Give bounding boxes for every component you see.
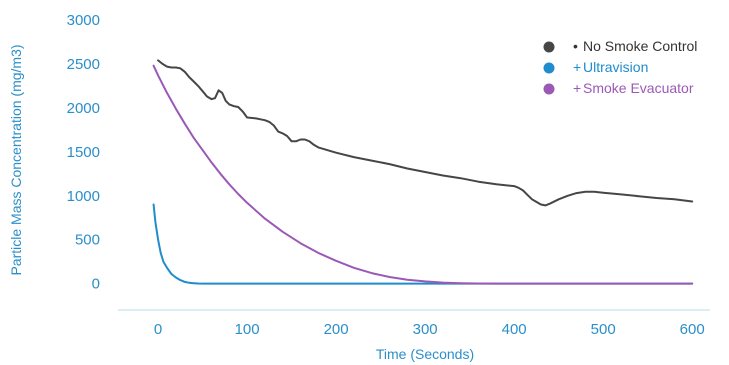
y-axis-title-group: Particle Mass Concentration (mg/m3) — [8, 44, 24, 275]
series-line-no-smoke-control — [157, 59, 694, 207]
x-tick-label: 100 — [235, 321, 260, 338]
x-tick-label: 300 — [413, 321, 438, 338]
legend-label-smoke-evacuator: Smoke Evacuator — [583, 80, 694, 96]
y-tick-label: 1000 — [67, 188, 100, 205]
y-tick-label: 2000 — [67, 100, 100, 117]
legend-marker: + — [573, 80, 581, 96]
y-tick-label: 2500 — [67, 56, 100, 73]
series-line-smoke-evacuator — [152, 64, 694, 285]
legend-marker: • — [573, 38, 578, 54]
legend-label-ultravision: Ultravision — [583, 59, 648, 75]
x-axis-ticks: 0 100 200 300 400 500 600 — [154, 321, 705, 338]
y-tick-label: 1500 — [67, 144, 100, 161]
y-tick-label: 500 — [75, 232, 100, 249]
y-axis-ticks: 0 500 1000 1500 2000 2500 3000 — [67, 12, 100, 293]
x-tick-label: 400 — [502, 321, 527, 338]
series-line-ultravision — [152, 203, 694, 285]
x-tick-label: 200 — [324, 321, 349, 338]
legend: • No Smoke Control+ Ultravision+ Smoke Evac… — [543, 38, 697, 96]
legend-label-no-smoke-control: No Smoke Control — [583, 38, 697, 54]
x-axis-title: Time (Seconds) — [376, 346, 474, 362]
x-tick-label: 600 — [680, 321, 705, 338]
y-axis-title: Particle Mass Concentration (mg/m3) — [8, 44, 24, 275]
y-tick-label: 3000 — [67, 12, 100, 29]
legend-swatch-ultravision — [543, 62, 555, 74]
legend-swatch-no-smoke-control — [543, 41, 555, 53]
x-tick-label: 500 — [591, 321, 616, 338]
y-tick-label: 0 — [92, 276, 100, 293]
legend-marker: + — [573, 59, 581, 75]
legend-swatch-smoke-evacuator — [543, 83, 555, 95]
x-tick-label: 0 — [154, 321, 162, 338]
series-lines — [152, 59, 694, 285]
